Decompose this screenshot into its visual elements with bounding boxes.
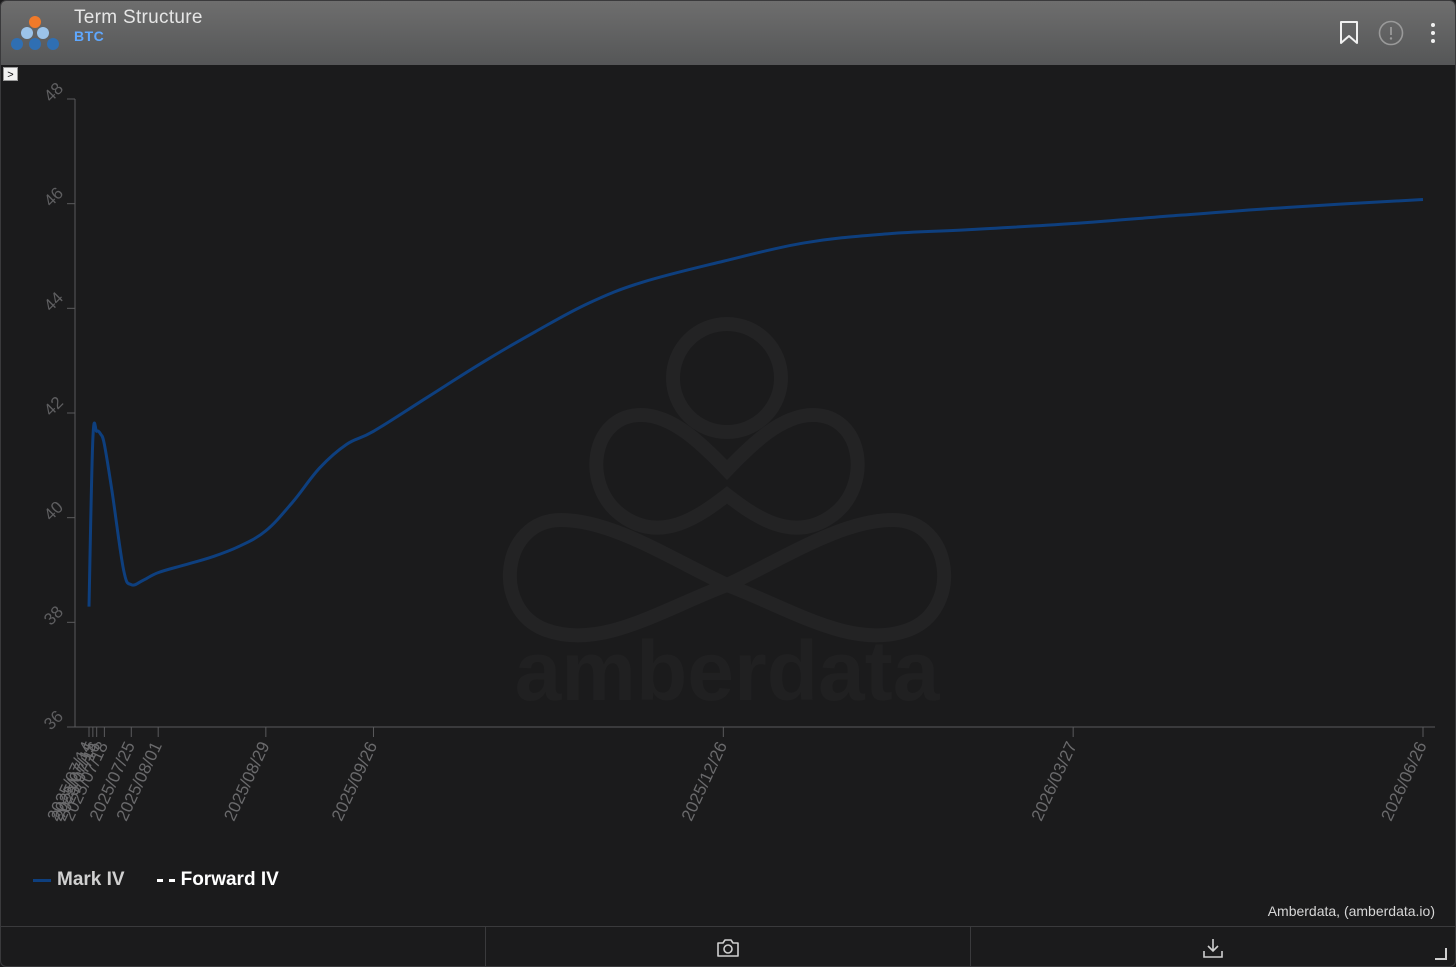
y-tick-label: 48 xyxy=(40,79,67,106)
legend-item-mark-iv[interactable]: Mark IV xyxy=(33,869,125,891)
y-tick-label: 42 xyxy=(40,393,67,420)
footer-spacer xyxy=(1,927,486,966)
asset-label[interactable]: BTC xyxy=(74,28,105,44)
amberdata-watermark: amberdata xyxy=(502,317,952,718)
attribution-text: Amberdata, (amberdata.io) xyxy=(1267,903,1435,919)
y-tick-label: 38 xyxy=(40,602,67,629)
camera-icon xyxy=(717,939,739,957)
download-icon xyxy=(1203,939,1223,958)
y-tick-label: 44 xyxy=(40,288,67,315)
title-bar: Term Structure BTC xyxy=(1,1,1455,65)
x-tick-label: 2025/09/26 xyxy=(328,739,381,824)
series-line-mark-iv xyxy=(87,197,1424,607)
watermark-text: amberdata xyxy=(515,624,941,718)
x-tick-label: 2026/03/27 xyxy=(1028,739,1081,824)
footer-toolbar xyxy=(1,926,1455,966)
legend-label-forward-iv: Forward IV xyxy=(180,869,279,890)
x-tick-label: 2025/12/26 xyxy=(678,739,731,824)
widget-title: Term Structure xyxy=(74,7,203,28)
y-tick-label: 36 xyxy=(40,707,67,734)
download-button[interactable] xyxy=(971,927,1455,966)
y-tick-label: 40 xyxy=(40,498,67,525)
expand-panel-button[interactable]: > xyxy=(3,67,18,81)
x-tick-label: 2025/08/29 xyxy=(220,739,273,824)
screenshot-button[interactable] xyxy=(486,927,971,966)
resize-handle[interactable] xyxy=(1435,948,1447,960)
term-structure-chart: amberdata 363840424446482025/07/142025/0… xyxy=(40,79,1435,824)
y-tick-label: 46 xyxy=(40,184,67,211)
bookmark-icon[interactable] xyxy=(1338,20,1360,46)
x-tick-label: 2026/06/26 xyxy=(1377,739,1430,824)
more-vertical-icon[interactable] xyxy=(1425,20,1441,46)
forward-iv-swatch xyxy=(156,878,175,882)
amberdata-logo-icon xyxy=(11,16,59,50)
legend-label-mark-iv: Mark IV xyxy=(57,869,125,890)
chart-legend: Mark IV Forward IV xyxy=(33,869,311,891)
legend-item-forward-iv[interactable]: Forward IV xyxy=(156,869,279,891)
info-alert-icon[interactable] xyxy=(1378,20,1404,46)
mark-iv-swatch xyxy=(33,878,51,882)
